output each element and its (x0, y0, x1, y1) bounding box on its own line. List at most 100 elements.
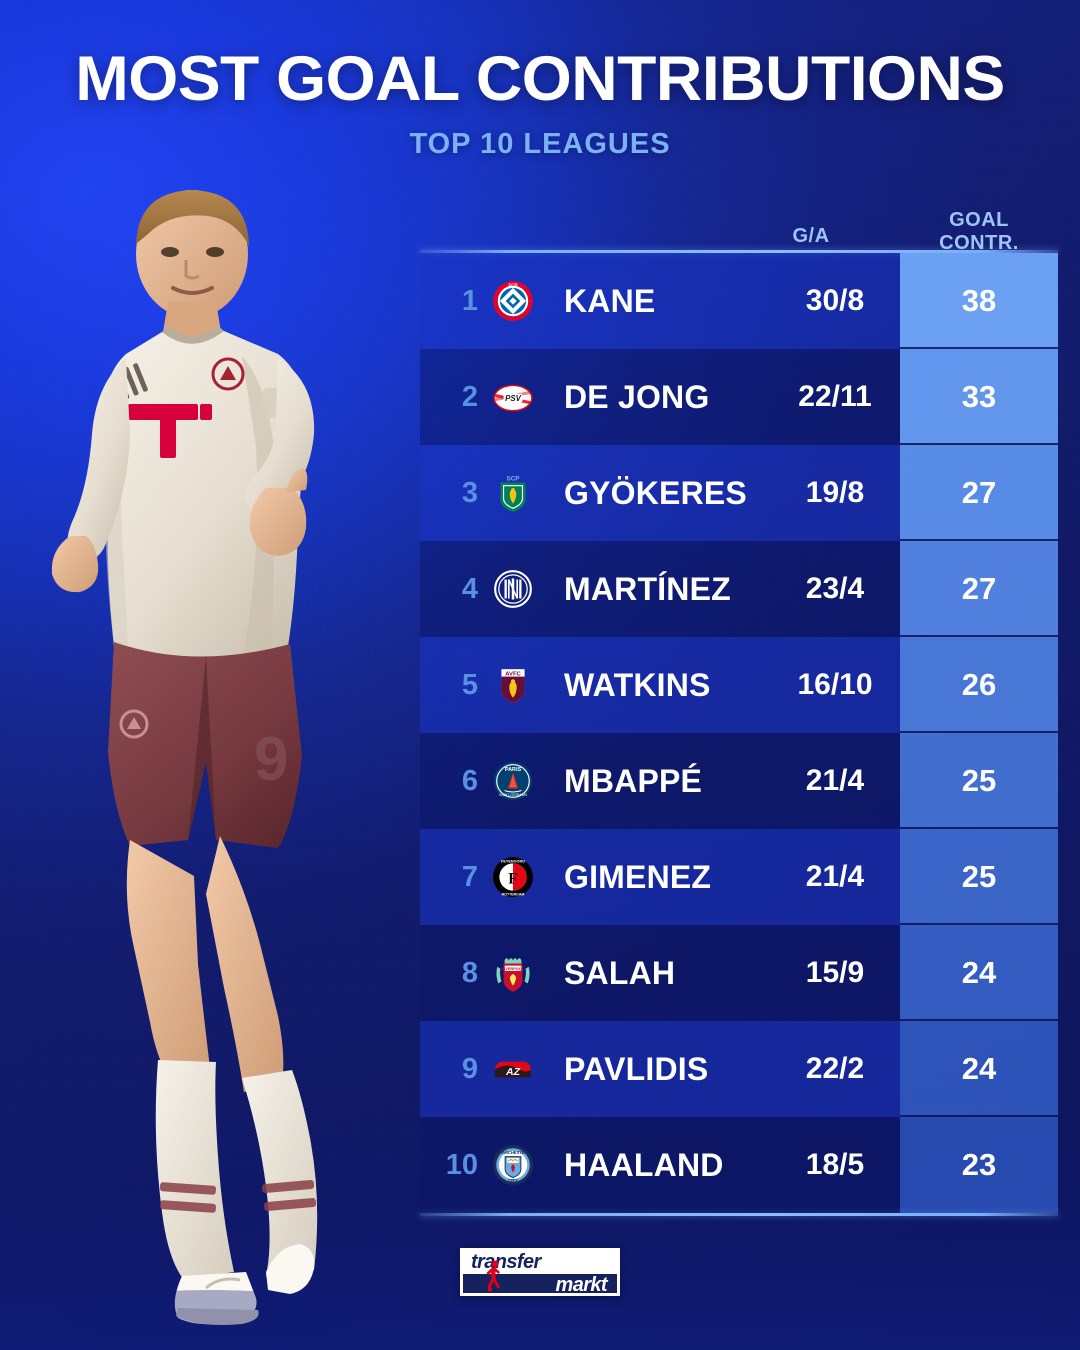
table-row[interactable]: 2 PSV DE JONG 22/11 33 (420, 349, 1058, 445)
row-rank: 6 (461, 764, 478, 797)
row-player-name: DE JONG (564, 378, 710, 415)
club-badge-feyenoord: F FEYENOORD ROTTERDAM (478, 856, 548, 898)
svg-text:F: F (508, 870, 518, 887)
table-row[interactable]: 7 F FEYENOORD ROTTERDAM GIMENEZ 21/4 25 (420, 829, 1058, 925)
row-rank: 9 (461, 1052, 478, 1085)
sporting-cp-crest-icon: SCP (500, 475, 526, 512)
table-row[interactable]: 5 AVFC WATKINS 16/10 26 (420, 637, 1058, 733)
row-player-name: SALAH (564, 954, 676, 991)
table-row[interactable]: 10 MANCHESTER CITY HAALAND 18 (420, 1117, 1058, 1213)
svg-text:FEYENOORD: FEYENOORD (501, 859, 525, 863)
table-row[interactable]: 3 SCP GYÖKERES 19/8 27 (420, 445, 1058, 541)
row-goal-contributions: 33 (900, 349, 1058, 445)
svg-text:AVFC: AVFC (505, 672, 521, 678)
row-background (420, 637, 900, 733)
row-goal-contributions: 24 (900, 925, 1058, 1021)
column-header-goal-contributions: GOAL CONTR. (900, 209, 1058, 254)
rankings-table: G/A GOAL CONTR. 1 (420, 194, 1058, 1216)
page-subtitle: TOP 10 LEAGUES (409, 128, 671, 160)
svg-text:SAINT-GERMAIN: SAINT-GERMAIN (499, 793, 528, 797)
transfermarkt-logo-top: transfer (463, 1251, 617, 1274)
liverpool-crest-icon: LIVERPOOL (496, 958, 530, 992)
az-alkmaar-crest-icon: AZ (495, 1061, 531, 1078)
row-goal-contributions: 25 (900, 829, 1058, 925)
svg-text:PSV: PSV (505, 394, 521, 403)
row-rank: 1 (461, 284, 478, 317)
row-goals-assists: 22/11 (798, 380, 872, 413)
club-badge-liverpool: LIVERPOOL (478, 952, 548, 994)
row-goal-contributions: 23 (900, 1117, 1058, 1213)
row-goals-assists: 22/2 (805, 1052, 865, 1085)
club-badge-bayern: FCB (478, 280, 548, 322)
row-rank: 3 (461, 476, 478, 509)
svg-text:PARIS: PARIS (505, 767, 522, 773)
row-goals-assists: 23/4 (805, 572, 865, 605)
club-badge-sporting: SCP (478, 472, 548, 514)
row-rank: 2 (461, 380, 478, 413)
table-row[interactable]: 4 MARTÍNEZ 23/4 27 (420, 541, 1058, 637)
psv-eindhoven-crest-icon: PSV (493, 381, 533, 412)
table-body: 1 FCB KANE 30/8 38 (420, 253, 1058, 1213)
club-badge-psv: PSV (478, 376, 548, 418)
row-goals-assists: 21/4 (805, 860, 865, 893)
club-badge-aston-villa: AVFC (478, 664, 548, 706)
transfermarkt-player-figure-icon (486, 1260, 500, 1292)
header: MOST GOAL CONTRIBUTIONS TOP 10 LEAGUES (0, 0, 1080, 161)
row-goal-contributions: 27 (900, 541, 1058, 637)
table-row[interactable]: 9 AZ PAVLIDIS 22/2 24 (420, 1021, 1058, 1117)
row-goals-assists: 16/10 (797, 668, 873, 701)
row-goals-assists: 21/4 (805, 764, 865, 797)
table-row[interactable]: 8 LIVERPOOL SALAH 15/9 24 (420, 925, 1058, 1021)
club-badge-az: AZ (478, 1048, 548, 1090)
table-top-rule (420, 250, 1058, 253)
table-row[interactable]: 6 PARIS SAINT-GERMAIN MBAPPÉ 21/4 25 (420, 733, 1058, 829)
row-player-name: HAALAND (564, 1146, 724, 1183)
paris-saint-germain-crest-icon: PARIS SAINT-GERMAIN (494, 762, 532, 800)
row-rank: 7 (461, 860, 478, 893)
row-goal-contributions: 38 (900, 253, 1058, 349)
row-background (420, 445, 900, 541)
row-player-name: WATKINS (564, 666, 711, 703)
transfermarkt-logo[interactable]: transfer markt (460, 1248, 620, 1296)
table-row[interactable]: 1 FCB KANE 30/8 38 (420, 253, 1058, 349)
svg-text:SCP: SCP (507, 475, 520, 482)
svg-text:LIVERPOOL: LIVERPOOL (502, 966, 525, 971)
row-rank: 8 (461, 956, 478, 989)
bayern-munich-crest-icon: FCB (493, 281, 533, 321)
club-badge-manchester-city: MANCHESTER CITY (478, 1144, 548, 1186)
row-rank: 10 (445, 1148, 478, 1181)
row-player-name: KANE (564, 282, 656, 319)
feyenoord-crest-icon: F FEYENOORD ROTTERDAM (493, 857, 533, 897)
row-player-name: PAVLIDIS (564, 1050, 709, 1087)
row-goal-contributions: 24 (900, 1021, 1058, 1117)
row-goal-contributions: 26 (900, 637, 1058, 733)
row-player-name: GYÖKERES (564, 474, 747, 511)
svg-text:AZ: AZ (505, 1066, 521, 1078)
column-header-goal-contr-line2: CONTR. (939, 231, 1019, 254)
row-player-name: MBAPPÉ (564, 762, 703, 799)
club-badge-inter (478, 568, 548, 610)
manchester-city-crest-icon: MANCHESTER CITY (493, 1145, 533, 1185)
row-goal-contributions: 27 (900, 445, 1058, 541)
transfermarkt-logo-bottom: markt (463, 1274, 617, 1293)
aston-villa-crest-icon: AVFC (501, 669, 525, 703)
svg-text:ROTTERDAM: ROTTERDAM (502, 892, 525, 896)
svg-text:MANCHESTER: MANCHESTER (499, 1150, 528, 1155)
column-header-goal-contr-line1: GOAL (949, 209, 1009, 232)
row-goals-assists: 30/8 (805, 284, 865, 317)
page-title: MOST GOAL CONTRIBUTIONS (75, 44, 1005, 114)
inter-milan-crest-icon (494, 570, 532, 608)
table-bottom-rule (420, 1213, 1058, 1216)
row-player-name: GIMENEZ (564, 858, 712, 895)
row-goals-assists: 15/9 (805, 956, 865, 989)
svg-text:FCB: FCB (508, 283, 517, 288)
column-header-ga: G/A (792, 225, 830, 247)
row-rank: 4 (461, 572, 478, 605)
row-goals-assists: 18/5 (805, 1148, 865, 1181)
row-player-name: MARTÍNEZ (564, 570, 731, 607)
row-rank: 5 (461, 668, 478, 701)
club-badge-psg: PARIS SAINT-GERMAIN (478, 760, 548, 802)
svg-text:CITY: CITY (508, 1178, 518, 1183)
row-goals-assists: 19/8 (805, 476, 865, 509)
